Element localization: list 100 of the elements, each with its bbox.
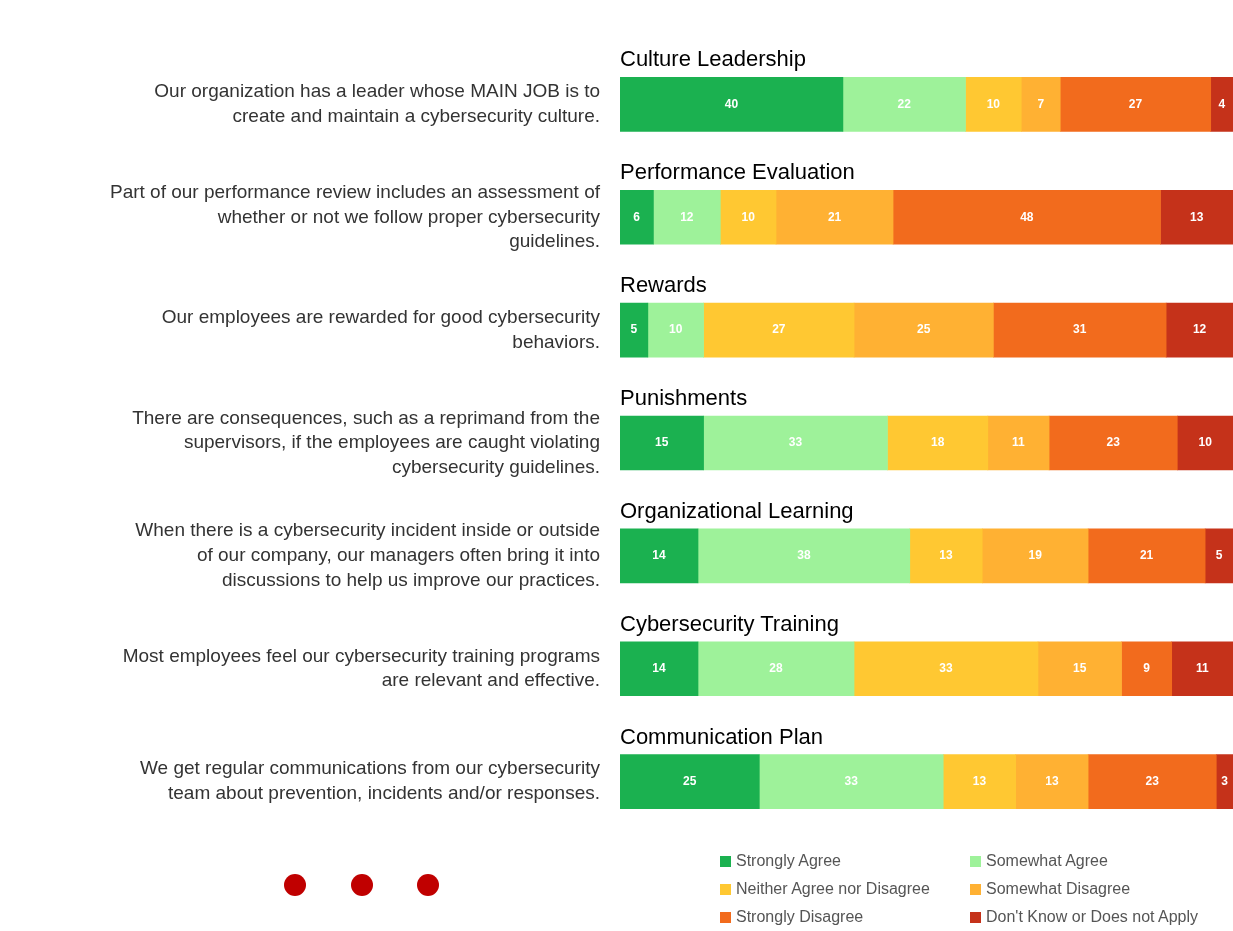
bar	[909, 528, 983, 584]
data-label: 10	[1198, 435, 1213, 450]
y-tick-label: Part of our performance review includes an assessment of whether or not we follow proper cybersecurity guidelines.	[109, 180, 601, 252]
data-label: 22	[897, 96, 912, 111]
bar	[1020, 77, 1061, 132]
bar	[758, 754, 944, 809]
data-label: 28	[769, 661, 784, 676]
bar	[1171, 641, 1233, 697]
bar	[842, 77, 966, 132]
annotation: Culture Leadership	[620, 46, 806, 72]
bar	[942, 754, 1016, 809]
bar	[647, 302, 704, 358]
bar	[1165, 302, 1233, 358]
data-label: 6	[633, 209, 641, 224]
bar	[653, 189, 721, 245]
bar	[703, 302, 855, 358]
data-label: 15	[1073, 661, 1087, 676]
bar	[987, 415, 1050, 471]
data-label: 25	[682, 773, 697, 788]
annotation: Rewards	[620, 272, 707, 298]
bar	[775, 189, 894, 245]
legend-label: Neither Agree nor Disagree	[736, 880, 930, 898]
bar	[703, 415, 888, 471]
data-label: 5	[630, 322, 638, 337]
bar	[1204, 528, 1233, 584]
legend-label: Somewhat Agree	[986, 852, 1108, 870]
data-label: 48	[1020, 209, 1034, 224]
legend-label: Strongly Disagree	[736, 908, 864, 926]
data-label: 3	[1221, 773, 1229, 788]
y-tick-label: We get regular communications from our cybersecurity team about prevention, incidents and/or responses.	[139, 757, 601, 804]
data-label: 13	[972, 773, 987, 788]
data-label: 10	[986, 96, 1001, 111]
data-label: 19	[1028, 548, 1043, 563]
bar	[620, 415, 704, 471]
bar	[1176, 415, 1233, 471]
data-label: 10	[669, 322, 683, 337]
bar	[1087, 754, 1217, 809]
annotation: Punishments	[620, 385, 748, 411]
data-label: 21	[827, 209, 842, 224]
bar	[887, 415, 989, 471]
bar	[1059, 77, 1212, 132]
annotation: Organizational Learning	[620, 497, 854, 523]
data-label: 14	[652, 548, 666, 563]
bar	[853, 302, 994, 358]
bar	[620, 189, 654, 245]
data-label: 33	[844, 773, 859, 788]
data-label: 31	[1073, 322, 1087, 337]
bar	[697, 641, 855, 697]
data-label: 18	[930, 435, 945, 450]
annotation: Communication Plan	[620, 723, 823, 749]
y-tick-label: There are consequences, such as a reprimand from the supervisors, if the employees are caught violating cybersecurity guidelines.	[132, 406, 600, 477]
data-label: 12	[680, 209, 694, 224]
bar	[853, 641, 1039, 697]
bar	[697, 528, 911, 584]
data-label: 12	[1192, 322, 1207, 337]
data-label: 13	[1190, 209, 1204, 224]
y-tick-label: Our organization has a leader whose MAIN JOB is to create and maintain a cybersecurity culture.	[154, 80, 600, 127]
data-label: 13	[939, 548, 953, 563]
data-label: 4	[1218, 96, 1226, 111]
data-label: 40	[724, 96, 739, 111]
data-label: 10	[741, 209, 756, 224]
legend-label: Don't Know or Does not Apply	[986, 908, 1199, 926]
bar	[1210, 77, 1233, 132]
bar	[1048, 415, 1178, 471]
bar	[1037, 641, 1122, 697]
bar	[1087, 528, 1206, 584]
legend-label: Somewhat Disagree	[986, 880, 1131, 898]
data-label: 25	[917, 322, 931, 337]
bar	[1121, 641, 1173, 697]
data-label: 27	[1128, 96, 1143, 111]
bar	[620, 77, 844, 132]
data-label: 9	[1143, 661, 1151, 676]
data-label: 15	[655, 435, 669, 450]
data-label: 33	[939, 661, 953, 676]
annotation: Cybersecurity Training	[620, 610, 839, 636]
bar	[965, 77, 1022, 132]
data-label: 38	[797, 548, 811, 563]
data-label: 21	[1139, 548, 1154, 563]
annotation: Performance Evaluation	[620, 159, 855, 185]
data-label: 13	[1045, 773, 1059, 788]
bar	[620, 754, 760, 809]
data-label: 23	[1106, 435, 1121, 450]
data-label: 33	[788, 435, 803, 450]
bar	[620, 528, 699, 584]
bar	[719, 189, 777, 245]
bar	[981, 528, 1089, 584]
y-tick-label: Our employees are rewarded for good cybersecurity behaviors.	[161, 306, 601, 352]
bar	[892, 189, 1161, 245]
bar	[1160, 189, 1233, 245]
data-label: 14	[652, 661, 666, 676]
bar	[993, 302, 1167, 358]
data-label: 23	[1145, 773, 1160, 788]
legend-label: Strongly Agree	[736, 852, 841, 870]
data-label: 11	[1012, 435, 1026, 450]
bar	[1015, 754, 1089, 809]
data-label: 7	[1037, 96, 1045, 111]
bar	[620, 641, 699, 697]
y-tick-label: When there is a cybersecurity incident inside or outside of our company, our managers often bring it into discussions to help us improve our practices.	[135, 519, 600, 590]
bar	[620, 302, 649, 358]
y-tick-label: Most employees feel our cybersecurity training programs are relevant and effective.	[122, 644, 600, 691]
